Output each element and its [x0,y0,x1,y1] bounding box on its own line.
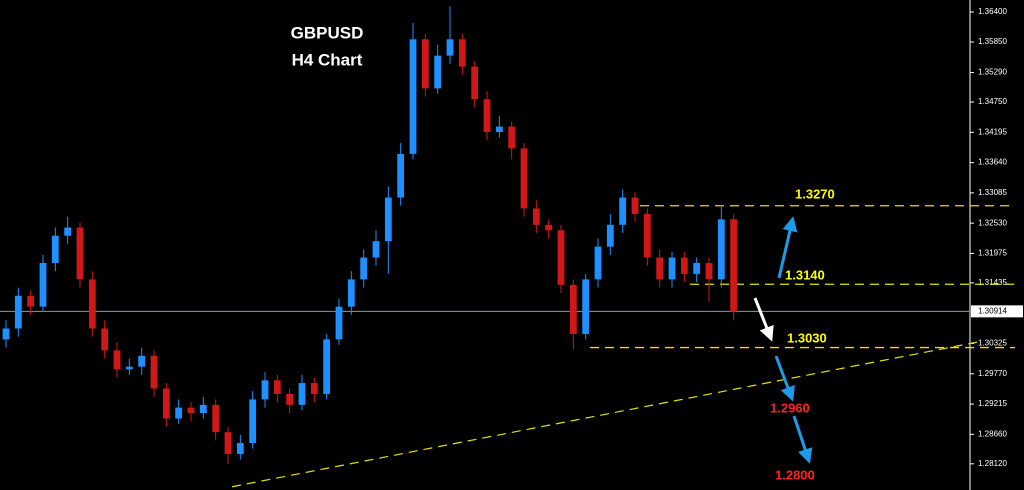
arrow [753,297,774,342]
candle-body [39,263,47,307]
candle-body [162,388,170,419]
candle-body [298,383,306,405]
level-label: 1.3030 [787,330,827,345]
y-tick-label: 1.32530 [978,218,1007,227]
candle-body [88,279,96,329]
chart-subtitle: H4 Chart [292,50,363,69]
candle-body [249,399,257,444]
candle-body [693,263,701,274]
chart-title: GBPUSD [291,23,364,42]
candle-body [138,355,146,367]
candle-body [594,246,602,280]
candle-body [212,404,220,433]
candle-body [261,380,269,400]
candle-body [310,383,318,394]
candle-body [175,407,183,419]
candle-body [409,39,417,154]
candle-body [64,227,72,236]
candle-body [434,55,442,89]
candle-body [569,284,577,334]
candle-body [532,208,540,225]
candle-body [51,235,59,264]
candle-body [347,279,355,307]
level-label: 1.3270 [795,186,835,201]
current-price-label: 1.30914 [978,306,1007,315]
candle-body [397,153,405,198]
candle-body [458,39,466,67]
candle-body [286,393,294,405]
candle-body [101,328,109,351]
candle-body [483,99,491,133]
candle-body [335,306,343,340]
y-tick-label: 1.35290 [978,68,1007,77]
candle-body [606,224,614,247]
candle-body [360,257,368,280]
arrow [777,216,798,279]
candle-body [76,227,84,280]
candle-body [495,126,503,133]
candle-body [619,197,627,225]
candle-body [717,219,725,280]
candle-body [680,257,688,274]
y-tick-label: 1.33640 [978,158,1007,167]
arrow [792,415,813,464]
candle-body [150,355,158,389]
y-tick-label: 1.35850 [978,37,1007,46]
candle-body [323,339,331,394]
y-tick-label: 1.28120 [978,459,1007,468]
candle-body [384,197,392,242]
candle-body [224,432,232,454]
level-label: 1.3140 [785,267,825,282]
candle-body [668,257,676,280]
level-label: 1.2800 [775,467,815,482]
arrows [753,216,813,464]
candle-body [27,295,35,307]
candle-body [236,443,244,454]
y-tick-label: 1.33085 [978,188,1007,197]
candle-body [557,230,565,285]
candle-body [705,263,713,280]
candle-body [545,224,553,231]
y-tick-label: 1.34195 [978,127,1007,136]
y-tick-label: 1.36400 [978,7,1007,16]
candle-body [656,257,664,280]
candle-body [471,66,479,100]
level-label: 1.2960 [770,400,810,415]
candle-body [643,213,651,258]
candle-body [14,295,22,329]
candle-body [421,39,429,89]
y-tick-label: 1.29215 [978,399,1007,408]
y-tick-label: 1.34750 [978,97,1007,106]
candle-body [520,148,528,209]
candle-body [113,350,121,370]
candle-body [2,328,10,340]
candle-body [372,241,380,258]
candle-body [446,39,454,56]
candle-body [582,279,590,334]
y-tick-label: 1.31435 [978,278,1007,287]
y-tick-label: 1.31975 [978,249,1007,258]
candle-body [730,219,738,312]
candle-body [199,404,207,414]
candle-body [508,126,516,149]
trend-line [231,340,981,488]
candle-body [273,380,281,394]
current-price-box [971,305,1023,318]
candle-body [631,197,639,214]
y-tick-label: 1.30325 [978,339,1007,348]
candle-body [125,366,133,370]
y-tick-label: 1.28660 [978,429,1007,438]
arrow [774,355,795,402]
y-tick-label: 1.29770 [978,369,1007,378]
candle-body [187,407,195,414]
